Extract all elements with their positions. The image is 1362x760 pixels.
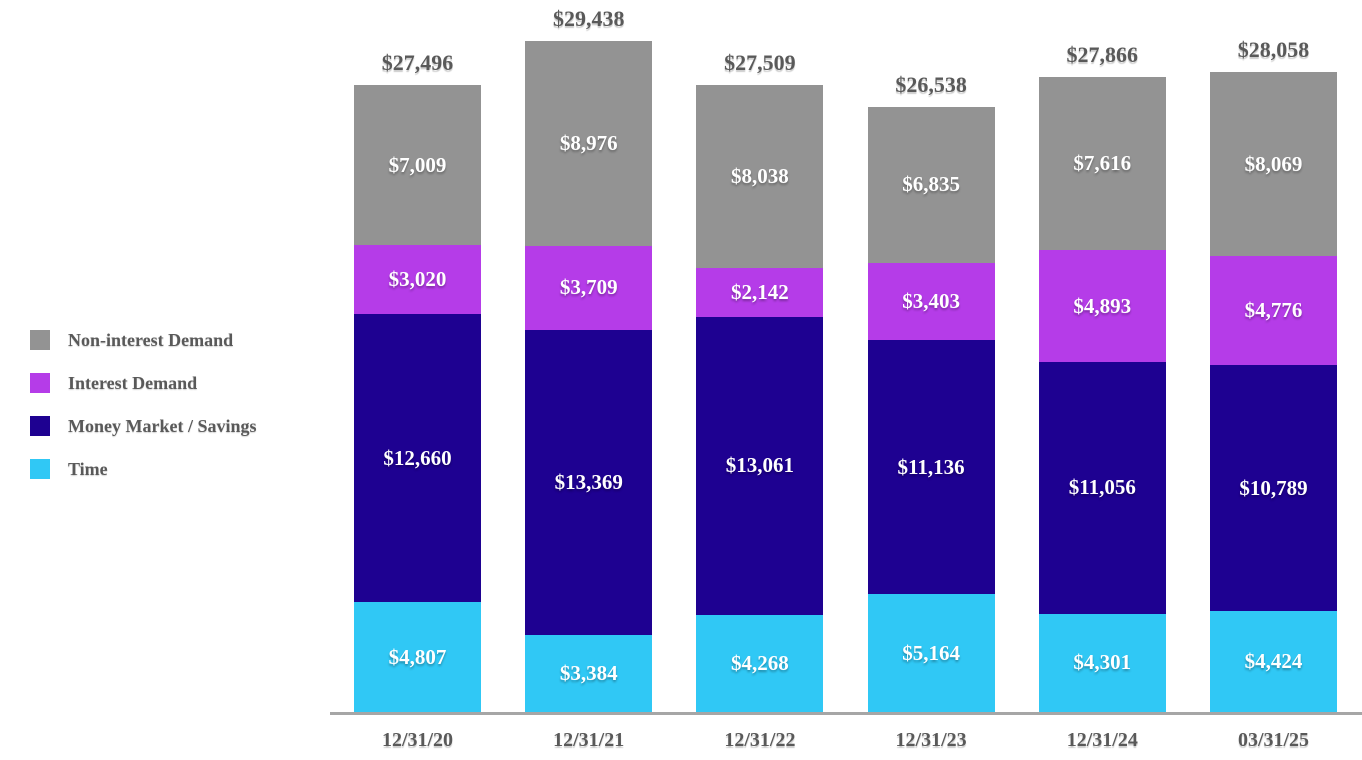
x-axis-label: 12/31/24 [1066,729,1138,751]
legend-label: Money Market / Savings [68,415,257,436]
bar-segment: $8,069 [1210,72,1337,257]
bar-segment: $10,789 [1210,365,1337,612]
x-axis-line [330,712,1362,715]
bar-segment: $6,835 [867,107,995,263]
segment-value-label: $3,403 [902,289,960,314]
segment-value-label: $4,424 [1244,649,1303,674]
legend-label: Non-interest Demand [68,329,234,350]
segment-value-label: $3,020 [388,266,447,291]
bar-segment: $3,403 [867,262,995,341]
x-axis-label: 12/31/22 [724,729,796,751]
bar-segment: $11,136 [867,340,995,595]
x-axis-label: 12/31/23 [895,729,967,751]
legend-item-money-market-savings: Money Market / Savings [30,416,257,436]
bar-total-label: $27,496 [381,50,454,76]
bar-segment: $4,807 [354,602,481,712]
bar-segment: $4,424 [1210,611,1337,712]
bar-segment: $4,776 [1210,256,1337,366]
segment-value-label: $4,807 [388,644,447,669]
bar-total-label: $27,509 [724,49,796,75]
legend-swatch [30,416,50,436]
bar-segment: $13,369 [525,330,653,635]
segment-value-label: $4,893 [1073,293,1132,318]
segment-value-label: $4,301 [1073,650,1132,675]
segment-value-label: $13,369 [554,469,623,494]
segment-value-label: $6,835 [902,172,960,197]
segment-value-label: $3,709 [559,275,618,300]
segment-value-label: $8,069 [1244,151,1303,176]
bar-total-label: $27,866 [1066,41,1139,67]
legend-swatch [30,373,50,393]
segment-value-label: $7,009 [388,152,447,177]
segment-value-label: $3,384 [559,660,618,685]
bar-segment: $7,009 [354,85,481,245]
segment-value-label: $13,061 [725,453,795,478]
bar-segment: $8,038 [696,84,824,269]
legend-item-time: Time [30,459,257,479]
bar-segment: $11,056 [1038,361,1166,614]
segment-value-label: $12,660 [383,445,452,470]
segment-value-label: $4,268 [731,650,789,675]
bar-total-label: $29,438 [552,6,625,31]
segment-value-label: $11,136 [897,454,965,479]
legend-label: Time [68,458,108,479]
chart-legend: Non-interest Demand Interest Demand Money … [30,330,257,502]
bar-segment: $3,020 [354,245,481,314]
bar-segment: $3,709 [525,245,653,331]
segment-value-label: $7,616 [1073,151,1132,176]
bar-segment: $12,660 [354,313,481,603]
bar-segment: $3,384 [525,634,653,712]
bar-segment: $5,164 [867,594,995,712]
legend-swatch [30,330,50,350]
x-axis-label: 12/31/21 [553,729,625,751]
segment-value-label: $8,038 [731,164,789,189]
segment-value-label: $5,164 [902,640,960,665]
legend-swatch [30,459,50,479]
x-axis-label: 03/31/25 [1237,729,1310,751]
legend-item-non-interest-demand: Non-interest Demand [30,330,257,350]
segment-value-label: $2,142 [731,280,789,305]
legend-label: Interest Demand [68,372,198,393]
bar-segment: $4,301 [1038,613,1166,712]
segment-value-label: $8,976 [559,130,618,155]
segment-value-label: $4,776 [1244,298,1303,323]
bar-segment: $7,616 [1038,76,1166,251]
x-axis-label: 12/31/20 [381,729,454,751]
bar-segment: $8,976 [525,41,653,246]
bar-segment: $4,893 [1038,250,1166,362]
bar-segment: $4,268 [696,614,824,712]
segment-value-label: $10,789 [1239,475,1308,500]
bar-segment: $2,142 [696,268,824,317]
bar-total-label: $28,058 [1237,37,1310,63]
segment-value-label: $11,056 [1068,475,1136,500]
legend-item-interest-demand: Interest Demand [30,373,257,393]
bar-total-label: $26,538 [895,72,967,98]
bar-segment: $13,061 [696,317,824,615]
